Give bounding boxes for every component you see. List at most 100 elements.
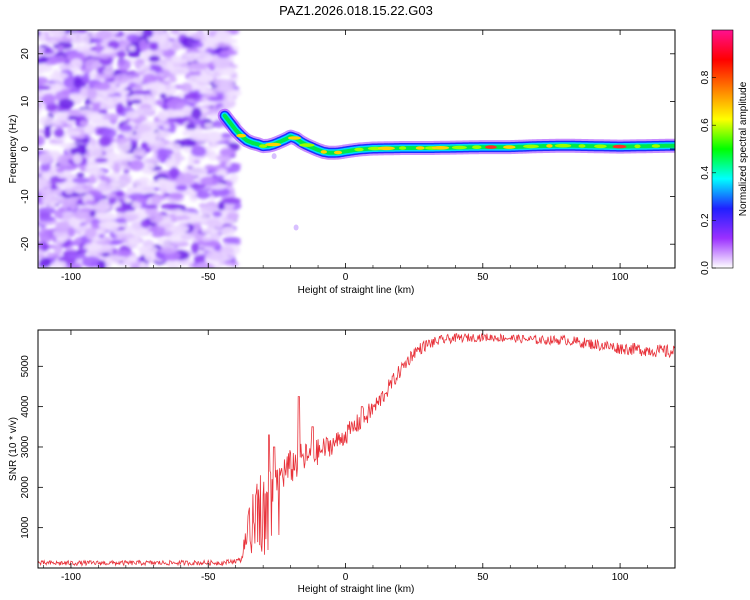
noise-blob (66, 263, 80, 268)
noise-blob (199, 90, 213, 95)
noise-blob (146, 121, 165, 127)
colorbar-tick-label: 0.4 (700, 165, 711, 179)
noise-blob (103, 67, 115, 76)
noise-blob (169, 192, 184, 200)
noise-blob (140, 131, 157, 143)
noise-blob (221, 197, 241, 205)
noise-blob (117, 59, 131, 71)
noise-blob (38, 207, 56, 215)
snr-axes-frame (37, 329, 676, 569)
noise-blob (191, 118, 206, 126)
noise-blob (115, 102, 125, 114)
noise-blob (151, 194, 162, 206)
noise-blob (69, 199, 77, 211)
noise-blob (57, 45, 64, 52)
noise-blob (170, 85, 177, 96)
noise-blob (94, 73, 115, 80)
noise-blob (135, 30, 143, 37)
noise-blob (191, 242, 200, 254)
noise-blob (192, 41, 204, 48)
snr-xtick-label: 50 (477, 572, 489, 583)
spectrogram-ytick-label: 0 (20, 146, 31, 152)
noise-blob (75, 30, 88, 33)
colorbar-tick-label: 0.8 (700, 70, 711, 84)
noise-blob (85, 164, 101, 174)
noise-blob (113, 162, 121, 174)
noise-blob (105, 192, 117, 198)
noise-blob (142, 157, 160, 164)
noise-blob (159, 93, 167, 99)
snr-xtick-label: -100 (61, 572, 81, 583)
noise-blob (127, 237, 142, 246)
noise-blob (38, 85, 51, 91)
noise-blob (115, 232, 129, 238)
noise-blob (216, 30, 227, 38)
snr-panel: -100 -50 0 50 100 1000 2000 3000 4000 5000 Height… (8, 329, 676, 595)
noise-blob (220, 226, 236, 237)
noise-blob (159, 247, 177, 254)
noise-blob (38, 216, 56, 222)
noise-blob (205, 250, 224, 261)
noise-blob (160, 203, 181, 210)
colorbar-gradient (711, 29, 734, 269)
snr-ylabel: SNR (10 * v/v) (8, 417, 19, 481)
noise-blob (169, 40, 182, 51)
noise-blob (38, 104, 41, 117)
noise-blob (47, 40, 59, 45)
noise-blob (62, 198, 71, 209)
noise-blob (207, 131, 222, 143)
noise-blob (183, 92, 200, 100)
noise-blob (219, 246, 234, 255)
noise-blob (49, 55, 67, 64)
noise-blob (222, 236, 241, 244)
noise-blob (56, 112, 69, 121)
noise-blob (79, 120, 89, 127)
noise-blob (189, 184, 207, 189)
noise-blob (142, 168, 151, 175)
noise-blob (94, 157, 109, 163)
snr-xtick-label: 100 (612, 572, 629, 583)
noise-blob (138, 261, 147, 268)
spectrogram-xlabel: Height of straight line (km) (298, 285, 415, 296)
noise-blob (91, 38, 103, 44)
noise-blob (114, 218, 127, 224)
noise-blob (42, 93, 56, 105)
ridge-hotspot (634, 144, 641, 149)
noise-blob (55, 167, 65, 173)
noise-blob (220, 160, 227, 166)
noise-blob (138, 227, 148, 237)
noise-blob (135, 126, 142, 136)
noise-blob (98, 136, 112, 147)
noise-blob (119, 173, 132, 185)
noise-blob (204, 122, 214, 128)
noise-blob (224, 155, 231, 162)
noise-blob (174, 150, 182, 162)
noise-blob (153, 130, 172, 139)
noise-blob (91, 221, 102, 230)
spectrogram-ylabel: Frequency (Hz) (8, 115, 19, 184)
noise-blob (40, 189, 57, 194)
spectrogram-xtick-label: 100 (612, 272, 629, 283)
noise-blob (170, 240, 190, 248)
snr-ytick-label: 3000 (20, 435, 31, 458)
noise-blob (149, 40, 159, 51)
noise-blob (133, 148, 146, 155)
noise-blob (97, 182, 113, 192)
noise-blob (174, 211, 192, 217)
noise-blob (139, 39, 148, 52)
noise-blob (212, 210, 222, 218)
noise-blob (66, 32, 78, 39)
noise-blob (151, 231, 164, 238)
stray-spot (293, 224, 299, 231)
noise-blob (131, 90, 149, 95)
noise-blob (180, 82, 193, 93)
noise-blob (67, 227, 76, 237)
noise-blob (108, 172, 121, 181)
noise-blob (173, 238, 184, 243)
noise-blob (93, 81, 111, 91)
noise-blob (38, 152, 53, 165)
snr-ytick-label: 5000 (20, 355, 31, 378)
noise-blob (58, 98, 75, 109)
noise-blob (156, 178, 170, 184)
